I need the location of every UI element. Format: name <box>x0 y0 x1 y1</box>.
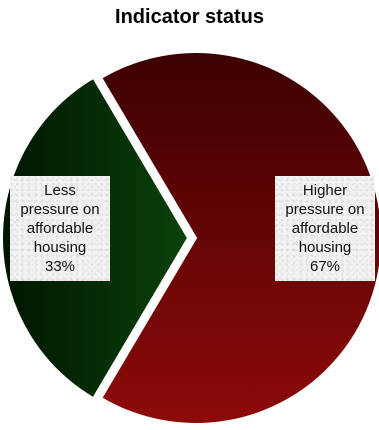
slice-label-line: pressure on <box>20 201 100 218</box>
slice-label-line: housing <box>298 239 352 256</box>
slice-value-label: 33% <box>44 258 76 275</box>
slice-label-line: affordable <box>26 220 94 237</box>
slice-label-less-pressure: Less pressure on affordable housing 33% <box>10 176 110 281</box>
slice-label-line: Less <box>44 182 76 199</box>
slice-label-line: housing <box>33 239 87 256</box>
slice-label-higher-pressure: Higher pressure on affordable housing 67… <box>275 176 375 281</box>
slice-value-label: 67% <box>309 258 341 275</box>
slice-higher-pressure <box>99 51 379 425</box>
slice-label-line: Higher <box>302 182 348 199</box>
chart-title: Indicator status <box>115 6 264 28</box>
slice-label-line: affordable <box>291 220 359 237</box>
slice-label-line: pressure on <box>285 201 365 218</box>
